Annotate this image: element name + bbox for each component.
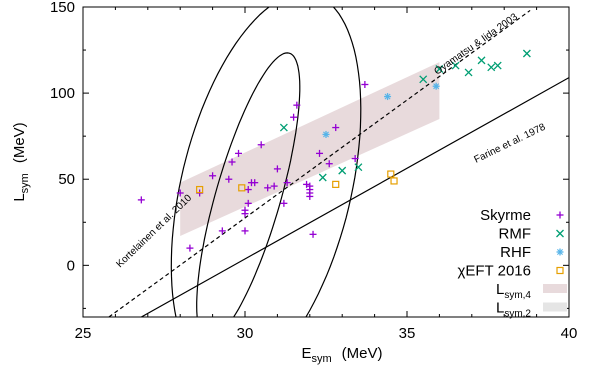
skyrme-point — [264, 184, 272, 192]
skyrme-point — [235, 149, 243, 157]
x-tick-label: 40 — [561, 325, 578, 342]
axis-ticks: 25 30 35 40 0 50 100 150 — [50, 0, 577, 342]
skyrme-point — [293, 101, 301, 109]
legend-marker — [556, 229, 564, 238]
oyamatsu-line — [108, 9, 531, 317]
x-tick-label: 25 — [75, 325, 92, 342]
legend-swatch — [543, 284, 567, 293]
rmf-point — [279, 123, 288, 132]
y-tick-label: 50 — [58, 171, 75, 188]
skyrme-point — [332, 124, 340, 132]
rmf-point — [318, 173, 327, 182]
legend-label: RMF — [499, 226, 532, 243]
y-tick-label: 150 — [50, 0, 75, 16]
skyrme-point — [241, 206, 249, 214]
legend-label: χEFT 2016 — [458, 263, 531, 280]
x-tick-label: 35 — [399, 325, 416, 342]
eft-2016-point — [332, 180, 340, 188]
eft-2016-point — [387, 170, 395, 178]
farine-label: Farine et al. 1978 — [472, 122, 547, 166]
eft-2016-point — [196, 185, 204, 194]
rmf-point — [522, 49, 531, 58]
skyrme-point — [351, 155, 359, 163]
rmf-point — [435, 65, 444, 73]
skyrme-point — [309, 230, 317, 238]
skyrme-point — [209, 172, 217, 180]
skyrme-point — [273, 165, 281, 173]
rhf-point — [322, 130, 330, 138]
legend-label: RHF — [500, 244, 531, 261]
rmf-point — [464, 68, 473, 77]
legend-label: Skyrme — [480, 207, 531, 224]
skyrme-point — [241, 227, 249, 235]
rmf-point — [477, 56, 486, 65]
skyrme-point — [244, 199, 252, 207]
y-axis-label: Lsym(MeV) — [11, 122, 31, 201]
skyrme-point — [186, 244, 194, 252]
skyrme-point — [316, 149, 324, 157]
skyrme-point — [290, 113, 298, 121]
rmf-point — [493, 61, 502, 70]
skyrme-point — [325, 160, 333, 168]
y-tick-label: 100 — [50, 85, 75, 102]
legend-marker — [556, 211, 564, 219]
plot-frame — [82, 6, 570, 318]
skyrme-point — [303, 180, 311, 188]
legend-marker — [556, 266, 564, 275]
rhf-point — [384, 93, 392, 101]
skyrme-point — [218, 227, 226, 235]
rmf-point — [419, 75, 428, 84]
skyrme-point — [280, 199, 288, 207]
ellipse-2 — [196, 52, 301, 317]
skyrme-point — [228, 158, 236, 166]
rhf-point — [432, 82, 440, 90]
rmf-point — [451, 61, 460, 70]
rmf-point — [338, 166, 347, 175]
legend-swatch — [543, 302, 567, 312]
rmf-point — [487, 63, 496, 72]
skyrme-point — [244, 186, 252, 194]
skyrme-point — [137, 196, 145, 204]
plot-area — [108, 7, 569, 317]
skyrme-point — [283, 179, 291, 187]
skyrme-point — [306, 182, 314, 190]
skyrme-point — [251, 179, 259, 187]
skyrme-point — [257, 141, 265, 149]
oyamatsu-label: Oyamatsu & Iida 2003 — [432, 11, 520, 77]
eft-2016-point — [390, 177, 398, 185]
ellipse-1 — [170, 7, 362, 317]
band-lsym4 — [180, 62, 440, 237]
skyrme-point — [176, 189, 184, 197]
rmf-point — [354, 163, 363, 172]
legend-label: Lsym,2 — [496, 300, 531, 320]
y-tick-label: 0 — [67, 257, 75, 274]
legend-marker — [556, 248, 564, 256]
x-axis-label: Esym (MeV) — [301, 345, 382, 365]
eft-2016-point — [238, 184, 246, 192]
skyrme-point — [361, 81, 369, 88]
x-tick-label: 30 — [237, 325, 254, 342]
farine-line — [141, 77, 569, 317]
legend-label: Lsym,4 — [496, 281, 531, 301]
skyrme-point — [225, 175, 233, 183]
skyrme-point — [270, 182, 278, 190]
